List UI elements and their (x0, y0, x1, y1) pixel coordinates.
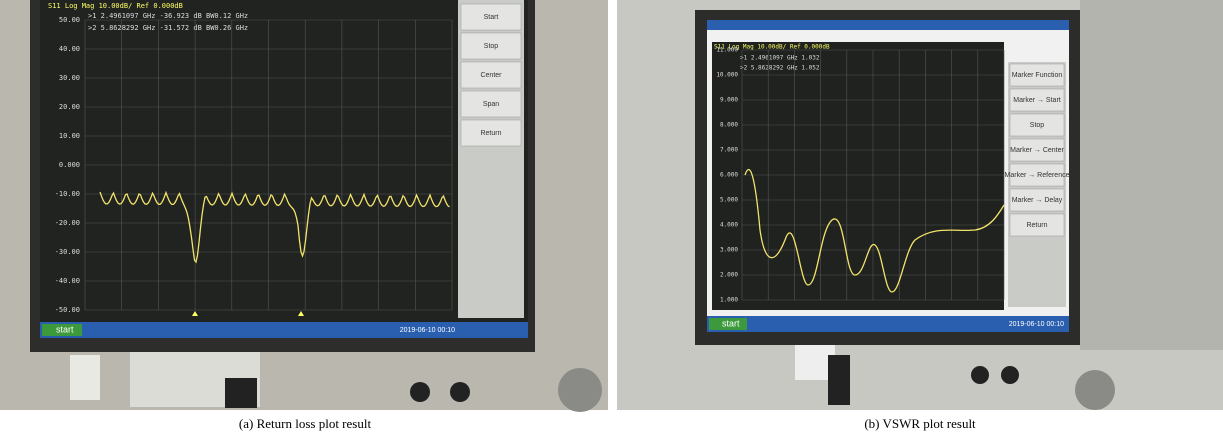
usb-plug (828, 355, 850, 405)
y-axis-label: -30.00 (55, 248, 80, 256)
softkey-label: Marker → Reference (1005, 172, 1070, 179)
y-axis-label: -40.00 (55, 277, 80, 285)
y-axis-label: 30.00 (59, 74, 80, 82)
y-axis-label: -20.00 (55, 219, 80, 227)
softkey[interactable] (1009, 163, 1065, 187)
marker-readout: >1 2.4961097 GHz -36.923 dB BW0.12 GHz (88, 12, 248, 20)
y-axis-label: 11.000 (716, 47, 738, 54)
port (410, 382, 430, 402)
y-axis-label: 50.00 (59, 16, 80, 24)
connector (1075, 370, 1115, 410)
port (1001, 366, 1019, 384)
marker-triangle (192, 311, 198, 316)
y-axis-label: 40.00 (59, 45, 80, 53)
y-axis-label: 0.000 (59, 161, 80, 169)
y-axis-label: 8.000 (720, 122, 738, 129)
softkey[interactable] (460, 119, 522, 147)
y-axis-label: 20.00 (59, 103, 80, 111)
start-button[interactable] (42, 324, 82, 336)
y-axis-label: 10.000 (716, 72, 738, 79)
marker-triangle (298, 311, 304, 316)
softkey-label: Return (1026, 222, 1047, 229)
trace-label: S11 Log Mag 10.00dB/ Ref 0.000dB (48, 2, 183, 10)
y-axis-label: 6.000 (720, 172, 738, 179)
softkey-label: Marker → Delay (1012, 197, 1063, 204)
softkey-label: Stop (1030, 122, 1045, 129)
marker-readout: >1 2.4961097 GHz 1.032 (740, 55, 820, 62)
softkey[interactable] (1009, 113, 1065, 137)
photo-a: start 2019-06-10 00:10 S11 Log Mag 10.00… (0, 0, 608, 412)
softkey-label: Return (480, 130, 501, 137)
caption: (b) VSWR plot result (864, 416, 976, 431)
plot-area (712, 42, 1004, 310)
y-axis-label: 5.000 (720, 197, 738, 204)
y-axis-label: 7.000 (720, 147, 738, 154)
marker-readout: >2 5.8628292 GHz 1.052 (740, 65, 820, 72)
screen (40, 0, 528, 338)
start-button[interactable] (709, 318, 747, 330)
softkey[interactable] (1009, 88, 1065, 112)
softkey[interactable] (1009, 188, 1065, 212)
softkey[interactable] (460, 90, 522, 118)
softkey[interactable] (1009, 63, 1065, 87)
marker-readout: >2 5.8628292 GHz -31.572 dB BW0.26 GHz (88, 24, 248, 32)
y-axis-label: 3.000 (720, 247, 738, 254)
y-axis-label: -10.00 (55, 190, 80, 198)
y-axis-label: 10.00 (59, 132, 80, 140)
softkey-label: Marker Function (1012, 72, 1063, 79)
taskbar (40, 322, 528, 338)
softkey[interactable] (460, 61, 522, 89)
softkey[interactable] (1009, 138, 1065, 162)
trace (99, 190, 450, 264)
y-axis-label: 2.000 (720, 272, 738, 279)
y-axis-label: 1.000 (720, 297, 738, 304)
softkey[interactable] (1009, 213, 1065, 237)
taskbar (707, 316, 1069, 332)
clock: 2019-06-10 00:10 (400, 327, 455, 334)
y-axis-label: -50.00 (55, 306, 80, 314)
softkey-label: Stop (484, 43, 499, 50)
y-axis-label: 9.000 (720, 97, 738, 104)
port (450, 382, 470, 402)
softkey-label: Center (480, 72, 502, 79)
caption: (a) Return loss plot result (239, 416, 372, 431)
softkey-label: Marker → Center (1010, 147, 1064, 154)
clock: 2019-06-10 00:10 (1009, 321, 1064, 328)
start-label: start (56, 324, 74, 334)
front-keys (1080, 0, 1223, 350)
usb-plug (225, 378, 257, 408)
port (971, 366, 989, 384)
softkey-label: Marker → Start (1013, 97, 1061, 104)
trace (744, 169, 1005, 293)
power-switch[interactable] (70, 355, 100, 400)
connector (558, 368, 602, 412)
softkey[interactable] (460, 3, 522, 31)
y-axis-label: 4.000 (720, 222, 738, 229)
trace-label: S11 Log Mag 10.00dB/ Ref 0.000dB (714, 44, 830, 51)
photo-b: start 2019-06-10 00:10 S11 Log Mag 10.00… (617, 0, 1223, 410)
start-label: start (722, 318, 740, 328)
title-bar (707, 20, 1069, 30)
softkey[interactable] (460, 32, 522, 60)
softkey-label: Start (484, 14, 499, 21)
softkey-label: Span (483, 101, 499, 108)
